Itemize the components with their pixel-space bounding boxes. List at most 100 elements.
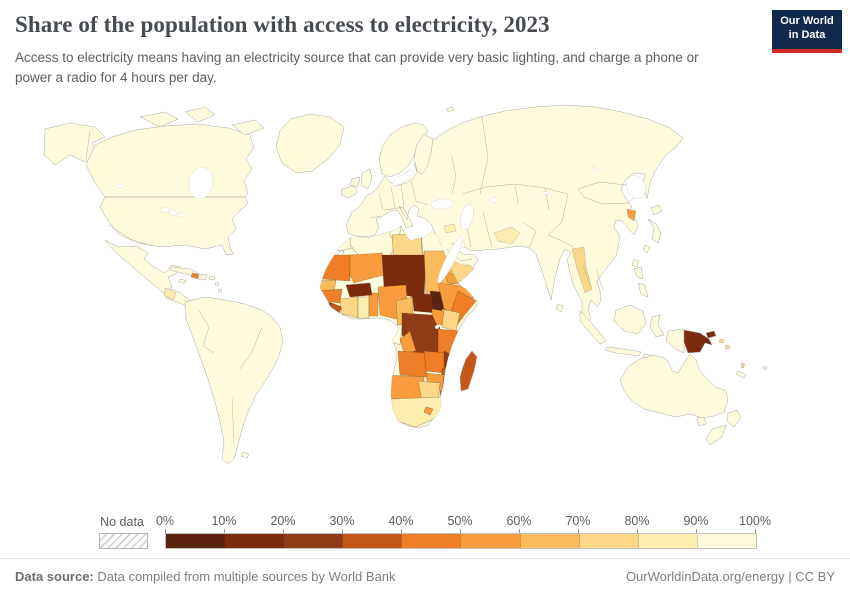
country-benin[interactable] (368, 292, 379, 317)
owid-logo-line1: Our World (780, 15, 834, 27)
country-guinea[interactable] (320, 288, 343, 304)
license-link[interactable]: OurWorldinData.org/energy | CC BY (625, 569, 835, 584)
world-map (0, 100, 850, 498)
country-philippines-south[interactable] (637, 282, 649, 298)
country-new-britain[interactable] (705, 330, 717, 339)
lake-balkhash (540, 191, 550, 195)
red-sea (437, 236, 463, 284)
country-burkina-faso[interactable] (345, 282, 373, 298)
country-haiti[interactable] (190, 272, 200, 280)
legend-bin-swatch[interactable] (578, 534, 638, 548)
great-lake-3 (178, 212, 186, 218)
legend-tick-mark (460, 529, 461, 533)
lake-baikal (591, 165, 599, 173)
country-papua-new-guinea[interactable] (683, 329, 713, 354)
country-sulawesi[interactable] (649, 314, 665, 338)
country-new-zealand-north[interactable] (726, 409, 742, 428)
country-sri-lanka[interactable] (555, 303, 564, 313)
legend-bin-swatch[interactable] (224, 534, 284, 548)
legend-tick-mark (401, 529, 402, 533)
country-finland[interactable] (413, 133, 434, 175)
country-tanzania[interactable] (437, 328, 459, 356)
country-philippines-north[interactable] (633, 266, 644, 280)
country-congo[interactable] (399, 330, 417, 354)
country-gabon[interactable] (387, 324, 403, 346)
country-puerto-rico[interactable] (208, 275, 216, 281)
owid-logo[interactable]: Our World in Data (772, 10, 842, 53)
country-new-caledonia[interactable] (735, 370, 747, 379)
country-united-kingdom[interactable] (360, 168, 373, 190)
legend-bin-swatch[interactable] (460, 534, 520, 548)
country-arctic-island-2[interactable] (184, 106, 216, 123)
country-arctic-island-3[interactable] (231, 119, 265, 136)
legend-bin-swatch[interactable] (283, 534, 343, 548)
country-angola[interactable] (397, 350, 429, 378)
great-lake-1 (160, 207, 170, 213)
data-source-text: Data compiled from multiple sources by W… (97, 569, 396, 584)
legend-tick-row: 0% 10% 20% 30% 40% 50% 60% 70% 80% 90% 100% (156, 514, 771, 533)
country-chad[interactable] (403, 254, 427, 300)
country-eurasia[interactable] (345, 104, 684, 325)
country-south-africa[interactable] (387, 396, 449, 428)
country-greenland[interactable] (275, 113, 345, 174)
country-lesser-antilles-2[interactable] (217, 288, 223, 293)
no-data-swatch[interactable] (99, 533, 148, 549)
country-mexico[interactable] (104, 239, 181, 294)
country-mauritania[interactable] (320, 254, 351, 282)
country-japan-honshu[interactable] (647, 218, 662, 244)
country-japan-kyushu[interactable] (642, 244, 651, 254)
legend-bin-swatch[interactable] (166, 534, 225, 548)
country-japan-hokkaido[interactable] (650, 204, 663, 216)
country-united-states[interactable] (99, 196, 249, 256)
country-lesotho[interactable] (423, 406, 434, 416)
legend-tick-mark (165, 529, 166, 533)
legend-bin-swatch[interactable] (696, 534, 756, 548)
country-iceland[interactable] (340, 185, 359, 199)
country-dominican-republic[interactable] (197, 273, 208, 281)
country-ireland[interactable] (349, 176, 361, 188)
inland-water (116, 165, 646, 329)
data-source-label: Data source: (15, 569, 94, 584)
caspian-sea (460, 204, 474, 230)
country-ghana[interactable] (357, 296, 370, 319)
country-syria[interactable] (443, 223, 457, 234)
country-svalbard[interactable] (445, 106, 455, 113)
country-afghanistan[interactable] (493, 226, 521, 245)
country-vanuatu[interactable] (740, 362, 745, 369)
country-borders (85, 116, 639, 444)
country-canada[interactable] (85, 123, 255, 198)
country-new-zealand-south[interactable] (705, 424, 727, 446)
country-solomon-1[interactable] (718, 338, 725, 344)
country-falkland-islands[interactable] (240, 451, 250, 459)
country-lesser-antilles-1[interactable] (214, 281, 220, 286)
legend-bin-swatch[interactable] (519, 534, 579, 548)
legend-tick-label: 90% (683, 514, 709, 528)
legend-tick-label: 10% (211, 514, 237, 528)
legend-bin-swatch[interactable] (401, 534, 461, 548)
country-arctic-island-1[interactable] (139, 111, 179, 128)
legend-tick-label: 80% (624, 514, 650, 528)
legend-scale: 0% 10% 20% 30% 40% 50% 60% 70% 80% 90% 100% (156, 514, 771, 554)
country-south-america[interactable] (184, 296, 284, 465)
country-tasmania[interactable] (696, 416, 707, 427)
country-jamaica[interactable] (178, 278, 187, 284)
legend-bin-swatch[interactable] (342, 534, 402, 548)
country-nicaragua[interactable] (163, 287, 177, 301)
country-borneo[interactable] (613, 304, 647, 335)
country-myanmar[interactable] (571, 246, 593, 294)
country-west-new-guinea[interactable] (665, 328, 685, 354)
country-mali[interactable] (349, 252, 385, 284)
legend-bin-swatch[interactable] (637, 534, 697, 548)
country-scandinavia[interactable] (378, 122, 429, 178)
country-java[interactable] (604, 346, 642, 357)
country-fiji[interactable] (762, 365, 768, 370)
page-title: Share of the population with access to e… (15, 12, 550, 37)
country-niger[interactable] (381, 254, 407, 288)
legend-tick-label: 0% (155, 514, 175, 528)
country-madagascar[interactable] (459, 350, 478, 392)
country-australia[interactable] (619, 353, 729, 419)
country-taiwan[interactable] (631, 258, 640, 268)
country-north-korea[interactable] (626, 208, 637, 222)
country-solomon-2[interactable] (724, 344, 731, 350)
country-sumatra[interactable] (579, 310, 607, 345)
